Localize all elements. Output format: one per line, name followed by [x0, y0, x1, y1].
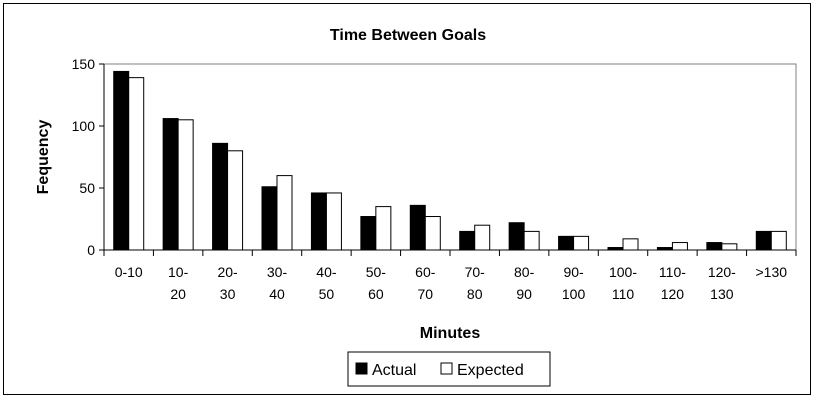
bar-expected [128, 77, 145, 251]
bar-expected [523, 230, 540, 251]
bar-expected [721, 243, 738, 251]
bar-expected [276, 175, 293, 251]
bar-actual [558, 235, 575, 251]
x-tick-label: 0-10 [115, 264, 143, 280]
bar-expected [474, 224, 491, 251]
x-tick-label: 110-120 [659, 264, 686, 302]
x-tick-label: 50-60 [366, 264, 387, 302]
legend-label-actual: Actual [372, 362, 416, 379]
bar-expected [424, 216, 441, 251]
bar-actual [261, 186, 278, 251]
x-tick-label: 120-130 [708, 264, 736, 302]
bar-actual [508, 222, 525, 251]
y-tick-label: 100 [72, 118, 96, 134]
bar-expected [177, 119, 194, 251]
bar-actual [310, 192, 327, 251]
bar-actual [113, 70, 130, 251]
legend-swatch-actual [355, 362, 368, 375]
x-tick-label: 70-80 [465, 264, 486, 302]
x-tick-label: 90-100 [562, 264, 586, 302]
y-tick-label: 50 [79, 180, 95, 196]
bar-expected [671, 242, 688, 251]
x-axis-title: Minutes [420, 325, 481, 342]
y-tick-label: 0 [87, 242, 95, 258]
bar-actual [755, 230, 772, 251]
x-axis: 0-10 10-20 20-30 30-40 40-50 50-60 60-70 70-80 8… [103, 249, 797, 302]
bar-actual [459, 230, 476, 251]
bars-group [113, 70, 787, 251]
x-tick-label: 30-40 [267, 264, 288, 302]
legend-label-expected: Expected [457, 362, 524, 379]
x-tick-label: 20-30 [217, 264, 238, 302]
x-tick-label: >130 [756, 264, 788, 280]
x-tick-label: 80-90 [514, 264, 535, 302]
bar-actual [409, 204, 426, 251]
bar-expected [622, 238, 639, 251]
bar-expected [770, 230, 787, 251]
x-tick-label: 40-50 [316, 264, 337, 302]
bar-actual [360, 216, 377, 251]
bar-actual [162, 118, 179, 251]
chart-title: Time Between Goals [330, 27, 486, 44]
x-tick-label: 60-70 [415, 264, 436, 302]
bar-expected [227, 150, 244, 251]
y-tick-label: 150 [72, 56, 96, 72]
plot-area [103, 63, 797, 251]
y-axis-title: Fequency [35, 120, 52, 195]
bar-actual [212, 142, 229, 251]
legend: Actual Expected [347, 351, 551, 387]
y-axis: 0 50 100 150 [72, 56, 105, 258]
bar-actual [706, 242, 723, 251]
bar-expected [375, 206, 392, 251]
legend-swatch-expected [440, 362, 453, 375]
bar-expected [573, 235, 590, 251]
x-tick-label: 100-110 [609, 264, 637, 302]
bar-expected [325, 192, 342, 251]
x-tick-label: 10-20 [168, 264, 189, 302]
